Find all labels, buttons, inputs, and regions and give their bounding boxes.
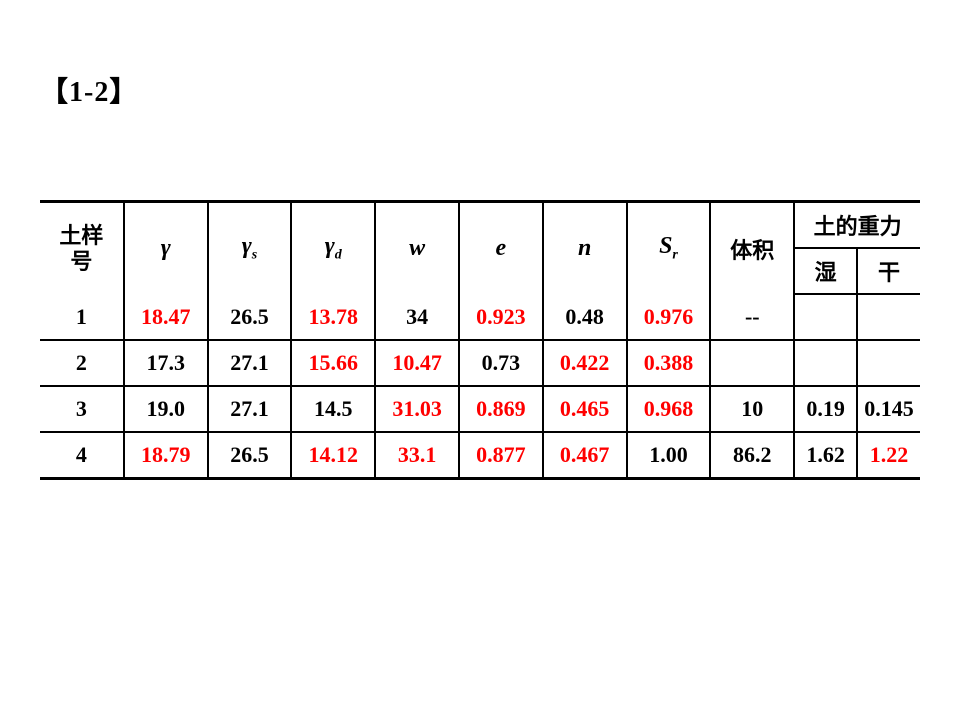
col-gamma-label: γ bbox=[161, 235, 171, 261]
col-w: w bbox=[375, 202, 459, 295]
cell-n: 0.48 bbox=[543, 294, 627, 340]
cell-gamma_s: 26.5 bbox=[208, 294, 292, 340]
col-sr-base: S bbox=[659, 233, 672, 259]
cell-Sr: 1.00 bbox=[627, 432, 711, 479]
col-volume-label: 体积 bbox=[730, 238, 774, 263]
col-gamma-d-base: γ bbox=[325, 233, 335, 259]
cell-sample-id: 2 bbox=[40, 340, 124, 386]
col-gamma-s-base: γ bbox=[242, 233, 252, 259]
col-n-label: n bbox=[578, 235, 591, 261]
cell-gamma_d: 14.5 bbox=[291, 386, 375, 432]
soil-table: 土样号 γ γs γd w e n Sr 体积 土的重力 湿 bbox=[40, 200, 920, 480]
col-gamma: γ bbox=[124, 202, 208, 295]
col-sr: Sr bbox=[627, 202, 711, 295]
cell-vol: 10 bbox=[710, 386, 794, 432]
table-row: 217.327.115.6610.470.730.4220.388 bbox=[40, 340, 920, 386]
cell-vol bbox=[710, 340, 794, 386]
col-sr-sub: r bbox=[672, 248, 677, 263]
cell-e: 0.923 bbox=[459, 294, 543, 340]
cell-Sr: 0.976 bbox=[627, 294, 711, 340]
col-sample: 土样号 bbox=[40, 202, 124, 295]
cell-gamma_d: 15.66 bbox=[291, 340, 375, 386]
table-header: 土样号 γ γs γd w e n Sr 体积 土的重力 湿 bbox=[40, 202, 920, 295]
col-weight-group-label: 土的重力 bbox=[814, 214, 902, 239]
cell-wet bbox=[794, 294, 857, 340]
table-row: 418.7926.514.1233.10.8770.4671.0086.21.6… bbox=[40, 432, 920, 479]
col-e-label: e bbox=[496, 235, 507, 261]
cell-Sr: 0.388 bbox=[627, 340, 711, 386]
cell-wet bbox=[794, 340, 857, 386]
cell-w: 31.03 bbox=[375, 386, 459, 432]
table-body: 118.4726.513.78340.9230.480.976--217.327… bbox=[40, 294, 920, 479]
col-gamma-d: γd bbox=[291, 202, 375, 295]
cell-wet: 0.19 bbox=[794, 386, 857, 432]
col-gamma-s: γs bbox=[208, 202, 292, 295]
cell-n: 0.467 bbox=[543, 432, 627, 479]
cell-gamma_s: 26.5 bbox=[208, 432, 292, 479]
cell-wet: 1.62 bbox=[794, 432, 857, 479]
cell-vol: -- bbox=[710, 294, 794, 340]
cell-w: 34 bbox=[375, 294, 459, 340]
col-wet: 湿 bbox=[794, 248, 857, 294]
cell-dry: 0.145 bbox=[857, 386, 920, 432]
cell-Sr: 0.968 bbox=[627, 386, 711, 432]
cell-gamma_d: 13.78 bbox=[291, 294, 375, 340]
cell-w: 33.1 bbox=[375, 432, 459, 479]
col-e: e bbox=[459, 202, 543, 295]
cell-sample-id: 1 bbox=[40, 294, 124, 340]
col-dry: 干 bbox=[857, 248, 920, 294]
cell-gamma: 19.0 bbox=[124, 386, 208, 432]
cell-e: 0.869 bbox=[459, 386, 543, 432]
page: 【1-2】 土样号 γ γs γd w e n bbox=[0, 0, 960, 480]
col-n: n bbox=[543, 202, 627, 295]
col-weight-group: 土的重力 bbox=[794, 202, 920, 249]
table-row: 319.027.114.531.030.8690.4650.968100.190… bbox=[40, 386, 920, 432]
cell-gamma_d: 14.12 bbox=[291, 432, 375, 479]
title-text: 【1-2】 bbox=[40, 77, 138, 108]
col-volume: 体积 bbox=[710, 202, 794, 295]
col-gamma-d-sub: d bbox=[335, 248, 342, 263]
cell-dry bbox=[857, 340, 920, 386]
cell-vol: 86.2 bbox=[710, 432, 794, 479]
cell-dry bbox=[857, 294, 920, 340]
cell-w: 10.47 bbox=[375, 340, 459, 386]
col-sample-label: 土样号 bbox=[40, 223, 123, 275]
cell-gamma: 18.79 bbox=[124, 432, 208, 479]
col-dry-label: 干 bbox=[878, 260, 900, 285]
cell-n: 0.465 bbox=[543, 386, 627, 432]
cell-e: 0.73 bbox=[459, 340, 543, 386]
cell-gamma: 17.3 bbox=[124, 340, 208, 386]
table-row: 118.4726.513.78340.9230.480.976-- bbox=[40, 294, 920, 340]
col-wet-label: 湿 bbox=[815, 260, 837, 285]
cell-n: 0.422 bbox=[543, 340, 627, 386]
cell-e: 0.877 bbox=[459, 432, 543, 479]
cell-gamma_s: 27.1 bbox=[208, 340, 292, 386]
page-title: 【1-2】 bbox=[40, 70, 920, 110]
col-gamma-s-sub: s bbox=[252, 248, 257, 263]
cell-gamma_s: 27.1 bbox=[208, 386, 292, 432]
cell-sample-id: 3 bbox=[40, 386, 124, 432]
col-w-label: w bbox=[409, 235, 425, 261]
cell-sample-id: 4 bbox=[40, 432, 124, 479]
cell-gamma: 18.47 bbox=[124, 294, 208, 340]
cell-dry: 1.22 bbox=[857, 432, 920, 479]
